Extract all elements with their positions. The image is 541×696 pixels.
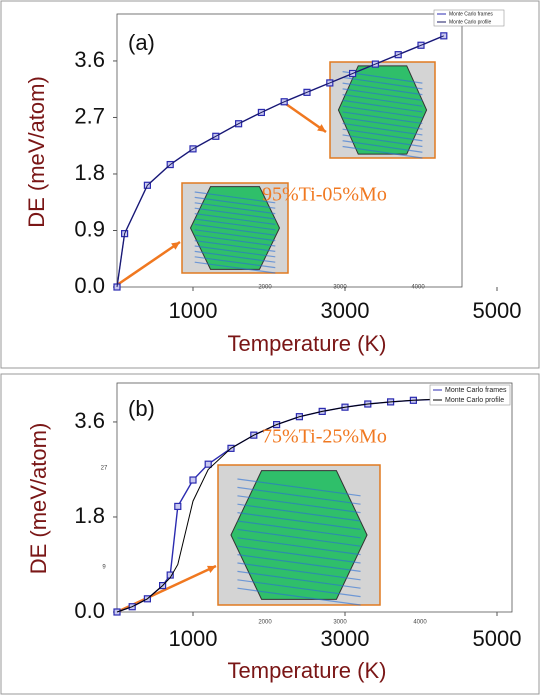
inset-axis-label: 3000 bbox=[333, 285, 347, 291]
series-line bbox=[116, 396, 498, 613]
inset-texture bbox=[342, 128, 423, 142]
inset-texture bbox=[342, 140, 423, 153]
marker bbox=[189, 476, 197, 484]
x-tick-label: 1000 bbox=[169, 626, 218, 651]
x-axis-title: Temperature (K) bbox=[228, 658, 387, 683]
y-tick-label: 3.6 bbox=[74, 408, 105, 433]
inset-texture bbox=[194, 218, 276, 231]
y-tick-label: 1.8 bbox=[74, 503, 105, 528]
arrow-head bbox=[317, 124, 326, 132]
inset-texture bbox=[342, 117, 423, 130]
x-tick-label: 3000 bbox=[321, 298, 370, 323]
plot-frame bbox=[116, 382, 513, 613]
inset-texture bbox=[342, 76, 423, 90]
legend-label: Monte Carlo profile bbox=[445, 397, 504, 404]
inset-texture bbox=[237, 478, 361, 497]
inset-texture bbox=[237, 495, 361, 514]
legend-box bbox=[433, 9, 505, 27]
inset-texture bbox=[194, 207, 276, 220]
inset-texture bbox=[237, 528, 361, 547]
x-axis-title: Temperature (K) bbox=[228, 331, 387, 356]
x-tick-label: 5000 bbox=[473, 626, 522, 651]
inset-texture bbox=[237, 545, 361, 564]
inset-texture bbox=[342, 94, 423, 107]
arrow-head bbox=[207, 565, 216, 573]
y-axis-title: DE (meV/atom) bbox=[26, 423, 51, 575]
marker bbox=[204, 460, 212, 468]
inset-texture bbox=[237, 512, 361, 530]
legend-label: Monte Carlo frames bbox=[445, 387, 507, 394]
arrow-line bbox=[285, 102, 327, 134]
y-tick-label: 0.0 bbox=[74, 598, 105, 623]
inset-axis-label: 4000 bbox=[411, 285, 425, 291]
inset bbox=[217, 464, 381, 606]
inset-texture bbox=[237, 587, 361, 606]
y-tick-label: 2.7 bbox=[74, 103, 105, 128]
arrow-line bbox=[116, 240, 181, 287]
inset-texture bbox=[342, 88, 423, 101]
legend-label: Monte Carlo frames bbox=[449, 11, 493, 17]
panel-frame bbox=[0, 373, 540, 695]
inset-axis-label: 3000 bbox=[333, 620, 347, 626]
inset-texture bbox=[194, 234, 276, 247]
legend-box bbox=[429, 384, 511, 406]
plot-frame bbox=[116, 13, 463, 288]
inset-texture bbox=[194, 196, 276, 209]
inset-axis-label: 4000 bbox=[413, 620, 427, 626]
inset-texture bbox=[194, 261, 276, 274]
inset-texture bbox=[237, 562, 361, 581]
inset-axis-label: 9 bbox=[102, 565, 106, 571]
inset-texture bbox=[194, 245, 276, 258]
annotation: 95%Ti-05%Mo bbox=[262, 184, 387, 206]
inset-texture bbox=[342, 82, 423, 96]
legend-label: Monte Carlo profile bbox=[449, 19, 491, 25]
inset-texture bbox=[194, 191, 276, 204]
inset-axis-label: 2000 bbox=[258, 285, 272, 291]
inset-texture bbox=[342, 111, 423, 125]
inset-texture bbox=[194, 229, 276, 242]
inset-texture bbox=[194, 240, 276, 252]
inset-axis-label: 2000 bbox=[258, 620, 272, 626]
inset-texture bbox=[237, 486, 361, 505]
panel-frame bbox=[0, 0, 540, 369]
marker bbox=[174, 502, 182, 511]
arrow-head bbox=[171, 242, 180, 250]
inset-texture bbox=[342, 134, 423, 148]
inset-texture bbox=[194, 223, 276, 236]
inset bbox=[329, 61, 436, 159]
panel-label: (b) bbox=[128, 396, 155, 421]
inset bbox=[181, 182, 289, 274]
inset-texture bbox=[237, 503, 361, 522]
annotation: 75%Ti-25%Mo bbox=[262, 426, 387, 448]
inset-texture bbox=[342, 99, 423, 113]
inset-axis-label: 27 bbox=[101, 466, 108, 472]
inset-texture bbox=[237, 579, 361, 598]
y-tick-label: 1.8 bbox=[74, 160, 105, 185]
inset-texture bbox=[194, 256, 276, 269]
x-tick-label: 3000 bbox=[321, 626, 370, 651]
inset-texture bbox=[342, 122, 423, 136]
inset-texture bbox=[237, 537, 361, 556]
x-tick-label: 5000 bbox=[473, 298, 522, 323]
inset-texture bbox=[237, 570, 361, 589]
y-tick-label: 0.9 bbox=[74, 216, 105, 241]
inset-texture bbox=[237, 520, 361, 539]
inset-texture bbox=[237, 554, 361, 572]
panel-label: (a) bbox=[128, 30, 155, 55]
y-axis-title: DE (meV/atom) bbox=[24, 76, 49, 228]
x-tick-label: 1000 bbox=[169, 298, 218, 323]
inset-texture bbox=[194, 213, 276, 225]
inset-texture bbox=[342, 145, 423, 159]
inset-texture bbox=[194, 202, 276, 215]
inset-texture bbox=[194, 250, 276, 263]
inset-texture bbox=[342, 105, 423, 119]
y-tick-label: 0.0 bbox=[74, 273, 105, 298]
y-tick-label: 3.6 bbox=[74, 47, 105, 72]
series-line bbox=[116, 35, 444, 288]
